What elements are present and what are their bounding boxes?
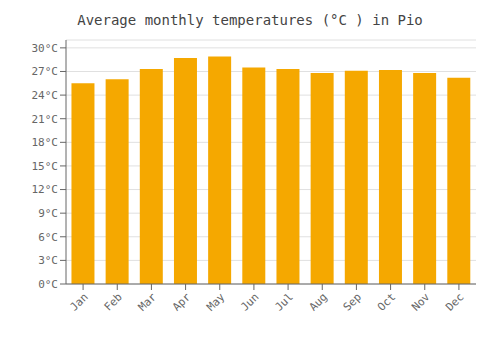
svg-text:9°C: 9°C [38,207,58,220]
svg-text:Feb: Feb [102,290,125,313]
svg-text:Jul: Jul [272,290,295,313]
svg-text:May: May [204,290,228,314]
svg-text:Mar: Mar [136,290,160,314]
svg-text:18°C: 18°C [32,136,59,149]
svg-text:6°C: 6°C [38,231,58,244]
svg-text:Apr: Apr [170,290,194,314]
html-text:Average monthly temperatures (: Average monthly temperatures (°C ) in Pi… [77,12,423,28]
svg-text:Dec: Dec [443,290,466,313]
svg-text:12°C: 12°C [32,183,59,196]
svg-text:Nov: Nov [409,290,433,314]
svg-text:27°C: 27°C [32,65,59,78]
svg-text:24°C: 24°C [32,89,59,102]
svg-text:21°C: 21°C [32,113,59,126]
svg-text:0°C: 0°C [38,278,58,291]
svg-text:30°C: 30°C [32,42,59,55]
svg-text:Oct: Oct [375,290,398,313]
svg-text:3°C: 3°C [38,254,58,267]
svg-text:Sep: Sep [341,290,364,313]
svg-text:Aug: Aug [307,290,330,313]
svg-text:Jun: Jun [238,290,261,313]
svg-text:15°C: 15°C [32,160,59,173]
svg-text:Jan: Jan [67,290,90,313]
